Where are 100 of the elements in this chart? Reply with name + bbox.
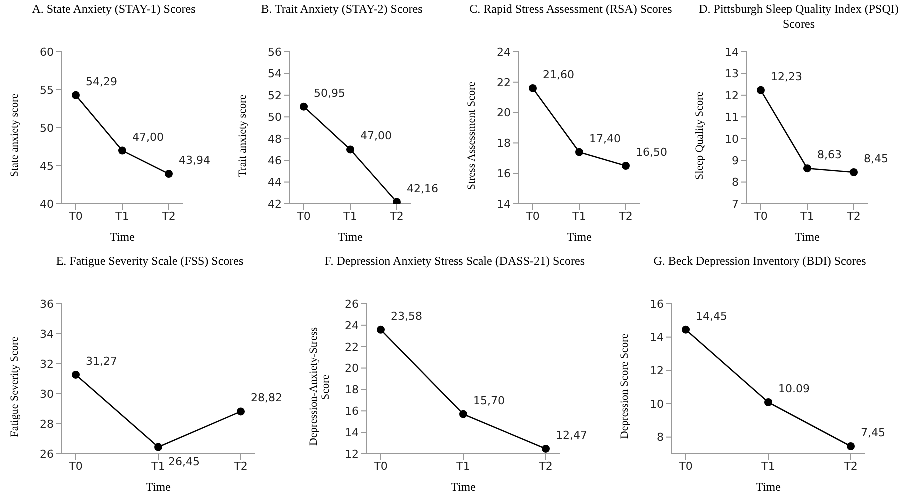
y-tick-label: 26 [40,448,54,461]
data-label: 12,23 [771,70,802,84]
y-tick-label: 45 [40,160,54,173]
chart-title: C. Rapid Stress Assessment (RSA) Scores [468,1,674,18]
y-tick-label: 8 [732,176,739,190]
x-tick-label: T1 [342,210,358,223]
y-tick-label: 50 [268,111,282,124]
data-label: 7,45 [861,426,886,440]
point [118,146,126,155]
y-tick-label: 52 [268,89,282,102]
y-tick-label: 18 [497,137,511,150]
y-tick-label: 46 [268,154,282,168]
y-tick-label: 24 [345,319,359,332]
y-tick-label: 9 [732,154,739,168]
data-label: 26,45 [168,455,200,468]
chart-title: D. Pittsburgh Sleep Quality Index (PSQI) Scores [698,1,900,33]
point [72,370,80,379]
data-label: 10.09 [778,382,810,396]
y-tick-label: 20 [345,362,359,376]
x-tick-label: T2 [843,460,858,473]
chart-title: A. State Anxiety (STAY-1) Scores [31,1,197,18]
point [576,148,584,156]
data-label: 21,60 [543,68,574,82]
data-label: 8,63 [818,148,842,162]
point [529,84,537,92]
x-axis-title: Time [794,230,821,246]
point [682,326,690,334]
x-axis-title: Time [145,480,172,496]
y-tick-label: 50 [40,122,54,135]
data-label: 16,50 [636,146,668,159]
y-tick-label: 56 [268,46,282,59]
y-tick-label: 54 [268,68,282,81]
y-axis-title: Depression-Anxiety-Stress Score [308,326,332,448]
x-tick-label: T2 [389,210,404,223]
x-axis-title: Time [566,230,593,246]
y-tick-label: 18 [345,384,359,397]
x-tick-label: T1 [800,210,814,223]
x-tick-label: T1 [150,460,166,473]
y-axis-title: Sleep Quality Score [694,92,706,180]
y-tick-label: 10 [650,398,664,411]
y-axis-title: State anxiety score [9,94,21,178]
data-label: 8,45 [864,152,888,166]
y-axis-title: Stress Assessment Score [466,82,478,190]
data-label: 14,45 [696,310,728,323]
y-tick-label: 22 [497,76,511,90]
x-axis-title: Time [755,480,782,496]
y-tick-label: 14 [345,426,359,440]
x-tick-label: T1 [114,210,130,223]
y-tick-label: 12 [650,364,664,378]
y-tick-label: 28 [40,418,54,431]
x-tick-label: T1 [760,460,776,473]
point [542,444,550,453]
data-label: 28,82 [251,392,282,405]
x-axis-title: Time [450,480,477,496]
x-tick-label: T0 [373,460,388,473]
x-tick-label: T1 [456,460,470,473]
x-tick-label: T0 [68,210,83,223]
point [804,164,812,173]
point [377,326,385,334]
x-axis-title: Time [337,230,364,246]
point [165,170,173,178]
y-axis-title: Fatigue Severity Score [9,336,21,438]
y-axis-title: Depression Score Score [619,334,631,440]
y-tick-label: 44 [268,176,282,190]
x-axis-title: Time [109,230,136,246]
y-tick-label: 40 [40,198,54,211]
y-tick-label: 14 [497,198,511,211]
point [72,91,80,100]
y-tick-label: 36 [40,298,54,311]
point [346,146,354,154]
data-label: 50,95 [314,86,346,100]
point [847,442,855,450]
data-label: 31,27 [86,354,118,368]
y-tick-label: 26 [345,298,359,311]
x-tick-label: T2 [618,210,633,223]
point [460,410,468,418]
y-tick-label: 22 [345,340,359,354]
y-tick-label: 48 [268,132,282,146]
chart-title: F. Depression Anxiety Stress Scale (DASS-21) Scores [324,253,586,270]
y-axis-title: Trait anxiety score [237,94,249,178]
x-tick-label: T2 [161,210,176,223]
data-label: 23,58 [391,310,422,323]
chart-title: B. Trait Anxiety (STAY-2) Scores [260,1,424,18]
point [622,162,630,170]
data-label: 15,70 [474,394,505,408]
chart-title: E. Fatigue Severity Scale (FSS) Scores [55,253,245,270]
point [237,408,245,416]
y-tick-label: 7 [732,198,739,211]
y-tick-label: 32 [40,358,54,371]
y-tick-label: 16 [345,405,359,418]
x-tick-label: T0 [678,460,693,473]
y-tick-label: 12 [725,89,739,102]
data-label: 54,29 [86,75,118,88]
point [154,443,162,452]
x-tick-label: T0 [525,210,540,223]
y-tick-label: 60 [40,46,54,59]
x-tick-label: T2 [233,460,248,473]
y-tick-label: 55 [40,84,54,97]
data-label: 42,16 [407,182,438,196]
x-tick-label: T2 [538,460,553,473]
